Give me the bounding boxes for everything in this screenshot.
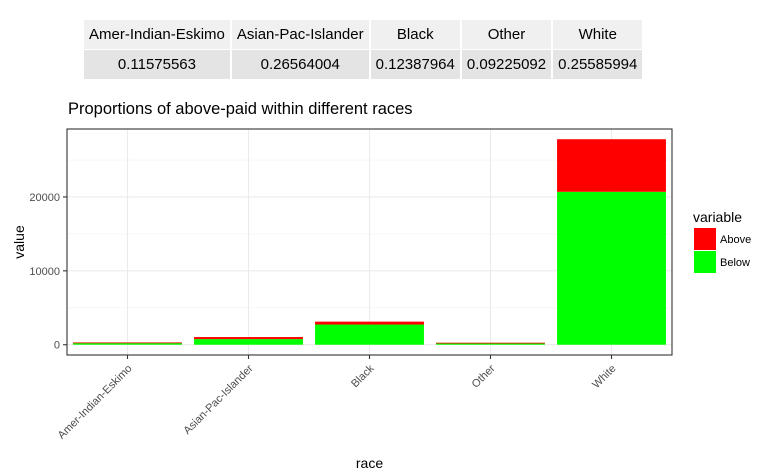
bar-below xyxy=(315,324,424,345)
chart-title: Proportions of above-paid within differe… xyxy=(68,100,413,118)
y-tick-label: 0 xyxy=(54,340,60,352)
bar-below xyxy=(73,342,182,345)
legend-label-above: Above xyxy=(720,234,751,246)
table-header-cell: Other xyxy=(461,20,552,49)
legend: variable Above Below xyxy=(693,209,751,273)
table-header-cell: White xyxy=(553,20,643,49)
y-axis-title: value xyxy=(11,225,27,259)
y-tick-label: 20000 xyxy=(29,192,60,204)
bar-above xyxy=(194,337,303,340)
proportions-header-row: Amer-Indian-Eskimo Asian-Pac-Islander Bl… xyxy=(84,20,643,49)
legend-label-below: Below xyxy=(720,257,750,269)
table-header-cell: Asian-Pac-Islander xyxy=(231,20,369,49)
table-value-cell: 0.12387964 xyxy=(370,50,460,79)
table-value-cell: 0.11575563 xyxy=(84,50,230,79)
bar-above xyxy=(315,321,424,325)
proportions-value-row: 0.11575563 0.26564004 0.12387964 0.09225… xyxy=(84,50,643,79)
x-axis-title: race xyxy=(356,455,383,471)
x-tick-label: White xyxy=(590,363,618,391)
table-header-cell: Amer-Indian-Eskimo xyxy=(84,20,230,49)
bar-below xyxy=(436,342,545,345)
table-header-cell: Black xyxy=(370,20,460,49)
x-tick-label: Amer-Indian-Eskimo xyxy=(56,363,135,442)
legend-title: variable xyxy=(693,209,742,225)
table-value-cell: 0.26564004 xyxy=(231,50,369,79)
table-value-cell: 0.25585994 xyxy=(553,50,643,79)
legend-key-above xyxy=(694,228,716,250)
legend-key-below xyxy=(694,251,716,273)
bar-below xyxy=(194,339,303,345)
proportions-table: Amer-Indian-Eskimo Asian-Pac-Islander Bl… xyxy=(82,19,644,80)
bar-above xyxy=(557,139,666,192)
bar-above xyxy=(73,342,182,344)
bars xyxy=(73,139,666,345)
table-value-cell: 0.09225092 xyxy=(461,50,552,79)
bar-below xyxy=(557,191,666,345)
x-tick-label: Black xyxy=(349,362,377,390)
x-tick-label: Other xyxy=(470,362,498,390)
y-tick-label: 10000 xyxy=(29,266,60,278)
bar-above xyxy=(436,342,545,344)
x-tick-label: Asian-Pac-Islander xyxy=(181,362,255,436)
